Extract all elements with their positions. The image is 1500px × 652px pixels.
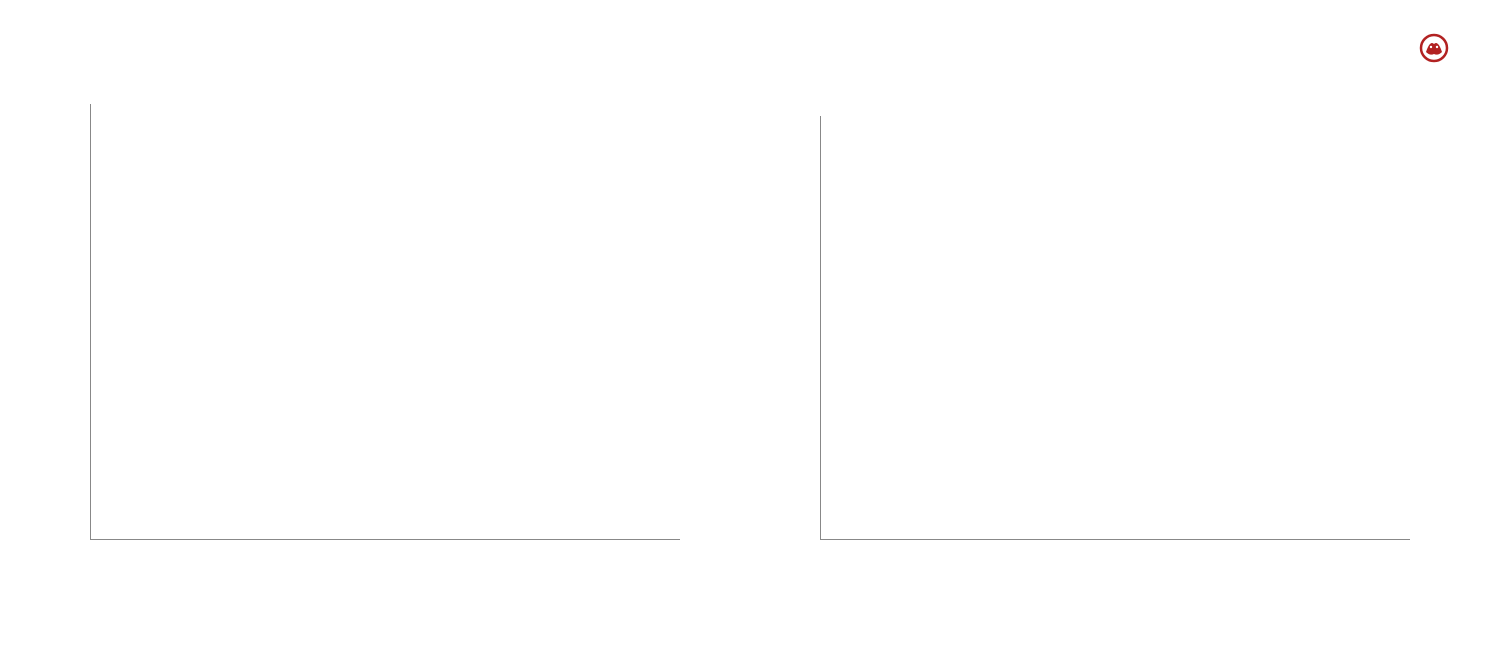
temperature-panel (40, 86, 730, 546)
header (40, 30, 1460, 66)
rainfall-legend (770, 94, 1460, 106)
temperature-lines (91, 104, 680, 539)
rainfall-panel (770, 86, 1460, 546)
lion-icon (1416, 30, 1452, 66)
logo (1416, 30, 1460, 66)
temperature-plot-wrap (40, 104, 730, 540)
temp-y-left (40, 104, 90, 540)
rainfall-plot (820, 116, 1410, 540)
legend-item-rainfall (1105, 94, 1125, 106)
rain-y-right (1410, 116, 1460, 540)
diamond-icon (1103, 92, 1120, 109)
temp-y-right (680, 104, 730, 540)
charts-row (40, 86, 1460, 546)
rainfall-plot-wrap (770, 116, 1460, 540)
temperature-plot (90, 104, 680, 540)
rain-y-left (770, 116, 820, 540)
